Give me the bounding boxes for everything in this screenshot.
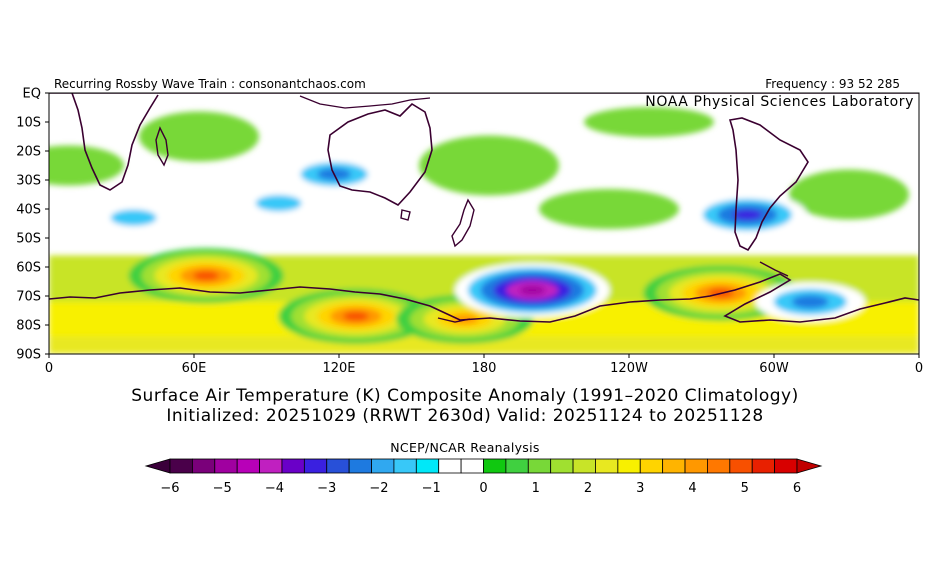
field-green-patch [419, 135, 559, 196]
y-tick-label: 20S [16, 145, 41, 160]
anomaly-feature-cold-pacific-sector [519, 285, 546, 295]
colorbar-cell [707, 458, 731, 474]
coastline-antarctica [49, 273, 919, 323]
x-tick-label: 120W [610, 361, 648, 376]
coastline-indonesia [299, 95, 431, 109]
y-axis: EQ 10S 20S 30S 40S 50S 60S 70S 80S 90S [16, 87, 49, 363]
colorbar-tick-label: 5 [741, 481, 749, 496]
colorbar-title: NCEP/NCAR Reanalysis [390, 440, 540, 455]
field-green-patch [49, 145, 124, 186]
coastlines [49, 93, 919, 323]
colorbar-cell [191, 458, 216, 474]
coastline-south-america [728, 117, 809, 252]
x-tick-label: 180 [472, 361, 497, 376]
colorbar-cell [617, 458, 641, 474]
header-frequency-text: Frequency : 93 52 285 [765, 77, 900, 91]
coastline-madagascar [155, 126, 169, 167]
field-polar-band [49, 336, 919, 354]
colorbar-tick-label: 4 [688, 481, 696, 496]
colorbar-tick-label: 2 [584, 481, 592, 496]
anomaly-feature-cold-patagonia [732, 209, 763, 221]
colorbar-cell [214, 458, 238, 474]
colorbar-over-arrow [796, 458, 823, 474]
y-tick-label: EQ [23, 87, 41, 102]
anomaly-feature-cold-south-indian-ocean [110, 209, 157, 226]
colorbar-tick-label: −2 [369, 481, 388, 496]
anomaly-field [49, 107, 919, 354]
colorbar-cell [662, 458, 686, 474]
x-axis: 0 60E 120E 180 120W 60W 0 [45, 354, 923, 376]
colorbar-under-arrow [144, 458, 171, 474]
coastline-new-zealand [451, 198, 475, 248]
anomaly-feature-warm-antarctic-120e [343, 311, 369, 321]
colorbar-cell [572, 458, 596, 474]
colorbar-cell [774, 458, 798, 474]
colorbar-cell [371, 458, 395, 474]
colorbar-tick-label: 1 [532, 481, 540, 496]
anomaly-feature-cold-indian-ocean-90e [255, 195, 302, 212]
colorbar-cell [751, 458, 776, 474]
y-tick-label: 80S [16, 319, 41, 334]
colorbar-cell [505, 458, 529, 474]
field-green-patch [539, 189, 679, 229]
colorbar-cell [460, 458, 484, 474]
colorbar-cell [438, 458, 462, 474]
colorbar-cell [326, 458, 350, 474]
y-tick-label: 50S [16, 232, 41, 247]
anomaly-feature-cold-weddell-sea [791, 295, 829, 309]
x-tick-label: 120E [322, 361, 355, 376]
y-tick-label: 70S [16, 290, 41, 305]
colorbar-tick-label: 6 [793, 481, 801, 496]
x-tick-label: 0 [915, 361, 923, 376]
colorbar-tick-label: 0 [479, 481, 487, 496]
colorbar-tick-label: −1 [422, 481, 441, 496]
x-tick-label: 60W [759, 361, 789, 376]
anomaly-feature-warm-band-60e [193, 271, 219, 281]
colorbar-cell [393, 458, 417, 474]
header-source-text: Recurring Rossby Wave Train : consonantc… [54, 77, 366, 91]
colorbar-cell [259, 458, 283, 474]
colorbar-cell [595, 458, 619, 474]
field-green-patch [584, 107, 714, 137]
field-green-patch [789, 169, 909, 220]
colorbar-cell [639, 458, 664, 474]
coastline-australia [327, 102, 433, 206]
y-tick-label: 40S [16, 203, 41, 218]
colorbar-tick-label: −6 [160, 481, 179, 496]
coastline-antarctic-peninsula [759, 261, 789, 277]
colorbar-cell [169, 458, 193, 474]
colorbar-tick-label: −5 [213, 481, 232, 496]
colorbar-cell [236, 458, 260, 474]
colorbar-cell [281, 458, 305, 474]
x-tick-label: 0 [45, 361, 53, 376]
colorbar-cell [729, 458, 753, 474]
chart-title-line-1: Surface Air Temperature (K) Composite An… [131, 386, 799, 406]
coastline-africa [71, 93, 159, 191]
y-tick-label: 10S [16, 116, 41, 131]
colorbar-cell [415, 458, 440, 474]
y-tick-label: 90S [16, 348, 41, 363]
x-tick-label: 60E [182, 361, 207, 376]
colorbar-cell [684, 458, 708, 474]
noaa-lab-label: NOAA Physical Sciences Laboratory [645, 94, 914, 110]
coastline-tasmania [400, 209, 411, 221]
colorbar-cell [527, 458, 552, 474]
colorbar-cell [483, 458, 507, 474]
coastline-ross-ice [437, 317, 471, 323]
colorbar-tick-label: −4 [265, 481, 284, 496]
colorbar-cell [550, 458, 574, 474]
y-tick-label: 60S [16, 261, 41, 276]
field-green-patch [139, 111, 259, 162]
anomaly-map: EQ 10S 20S 30S 40S 50S 60S 70S 80S 90S 0 60E 120E 18… [16, 87, 923, 377]
y-tick-label: 30S [16, 174, 41, 189]
colorbar-cell [303, 458, 328, 474]
colorbar-tick-label: 3 [636, 481, 644, 496]
colorbar-cell [348, 458, 372, 474]
colorbar-tick-label: −3 [317, 481, 336, 496]
chart-title-line-2: Initialized: 20251029 (RRWT 2630d) Valid… [166, 406, 764, 426]
colorbar: −6 −5 −4 −3 −2 −1 0 1 2 3 4 5 6 [144, 458, 823, 496]
